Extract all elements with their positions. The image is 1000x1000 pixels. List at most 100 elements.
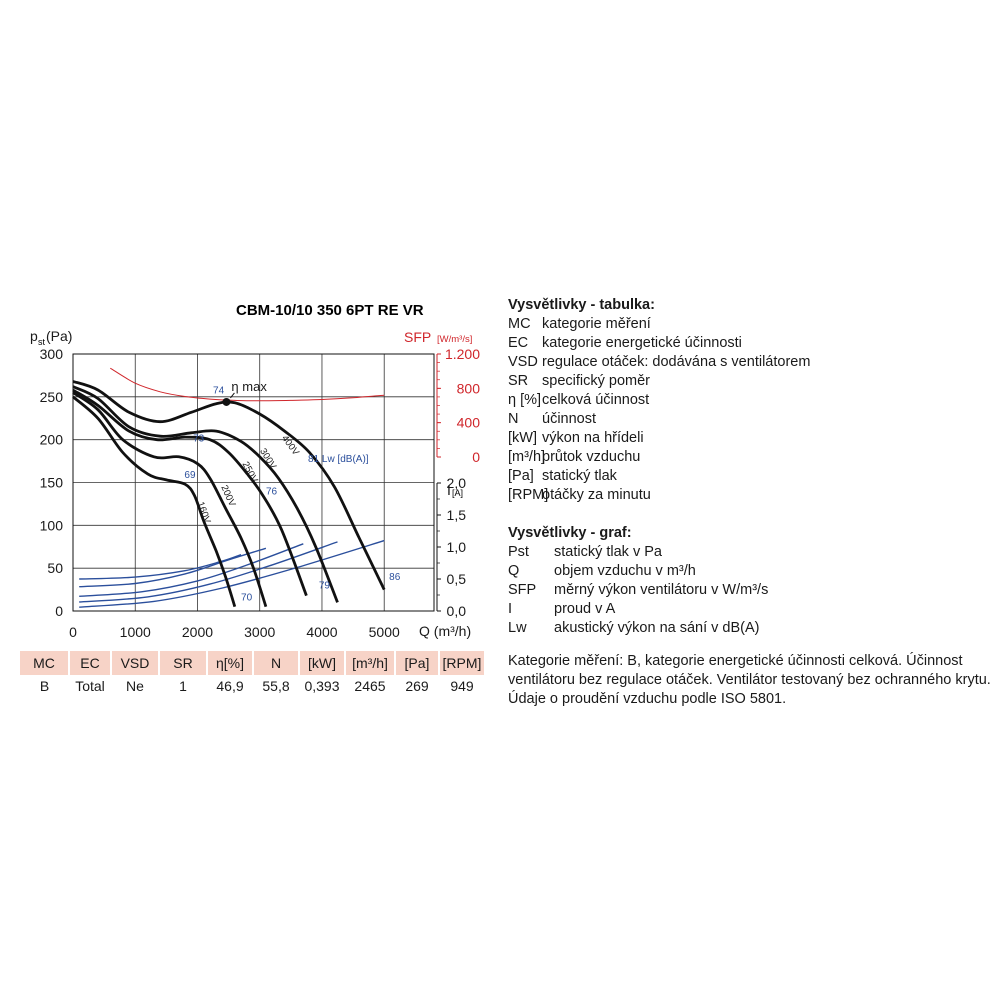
lw-value-label: 73 <box>193 433 205 444</box>
x-tick-label: 0 <box>69 624 77 640</box>
sfp-tick-label: 0 <box>472 449 480 465</box>
lw-value-label: 76 <box>266 486 278 497</box>
graph-legend-heading: Vysvětlivky - graf: <box>508 525 632 541</box>
spec-value: 949 <box>450 678 474 694</box>
legend-item: SR specifický poměr <box>508 372 810 391</box>
sfp-axis-label-text: SFP <box>404 329 431 345</box>
legend-key: N <box>508 411 519 427</box>
legend-key: η [%] <box>508 392 542 408</box>
current-tick-label: 2,0 <box>447 475 467 491</box>
legend-key: [kW] <box>508 430 537 446</box>
spec-header: SR <box>159 651 208 675</box>
y-tick-label: 250 <box>40 389 64 405</box>
legend-key: Pst <box>508 544 529 560</box>
current-curve <box>79 539 385 608</box>
y-axis-label-sub: st <box>38 337 46 347</box>
spec-header: η[%] <box>207 651 254 675</box>
current-tick-label: 0,5 <box>447 571 467 587</box>
legend-text: statický tlak v Pa <box>554 544 662 560</box>
legend-key: MC <box>508 316 531 332</box>
current-tick-label: 1,5 <box>447 507 467 523</box>
legend-item: [RPM] otáčky za minutu <box>508 486 810 505</box>
chart-title: CBM-10/10 350 6PT RE VR <box>236 302 424 319</box>
sfp-tick-label: 400 <box>457 415 481 431</box>
eta-max-leader <box>230 392 235 399</box>
legend-text: výkon na hřídeli <box>542 430 644 446</box>
x-tick-label: 1000 <box>120 624 151 640</box>
legend-text: objem vzduchu v m³/h <box>554 563 696 579</box>
spec-value: 1 <box>179 678 187 694</box>
axis-ticks: 0 1000 2000 3000 4000 50000501001502002503000… <box>40 346 481 640</box>
table-legend: Vysvětlivky - tabulka: MC kategorie měřen… <box>508 296 810 505</box>
sfp-axis-label: SFP [W/m³/s] <box>404 329 472 345</box>
legend-text: měrný výkon ventilátoru v W/m³/s <box>554 582 769 598</box>
spec-header: MC <box>20 651 70 675</box>
lw-value-label: 69 <box>184 470 196 481</box>
pressure-curve <box>72 391 268 608</box>
pressure-curve <box>72 380 386 591</box>
legend-item: Pst statický tlak v Pa <box>508 543 768 562</box>
legend-item: Lw akustický výkon na sání v dB(A) <box>508 619 768 638</box>
fan-performance-chart: CBM-10/10 350 6PT RE VR p st (Pa) SFP [W… <box>30 302 481 640</box>
legend-text: účinnost <box>542 411 597 427</box>
measurement-note: Kategorie měření: B, kategorie energetic… <box>508 653 991 707</box>
graph-legend: Vysvětlivky - graf: Pst statický tlak v P… <box>508 524 768 638</box>
legend-text: regulace otáček: dodávána s ventilátorem <box>542 354 811 370</box>
sfp-tick-label: 1.200 <box>445 346 480 362</box>
legend-key: SR <box>508 373 529 389</box>
spec-value: 269 <box>405 678 429 694</box>
legend-text: kategorie měření <box>542 316 651 332</box>
x-tick-label: 5000 <box>369 624 400 640</box>
lw-value-label: 70 <box>241 593 253 604</box>
y-axis-label-p: p <box>30 328 38 344</box>
pressure-curve <box>72 388 308 597</box>
legend-text: specifický poměr <box>542 373 650 389</box>
legend-item: [kW] výkon na hřídeli <box>508 429 810 448</box>
x-tick-label: 4000 <box>306 624 337 640</box>
current-axis-label-text: I <box>447 482 451 498</box>
lw-value-label: 74 <box>213 385 225 396</box>
current-tick-label: 1,0 <box>447 539 467 555</box>
spec-table: MC EC VSD SR η[%] N [kW] [m³/h] [Pa] [RP… <box>20 651 486 697</box>
legend-item: SFP měrný výkon ventilátoru v W/m³/s <box>508 581 768 600</box>
legend-text: kategorie energetické účinnosti <box>542 335 742 351</box>
x-tick-label: 2000 <box>182 624 213 640</box>
y-axis-label-unit: (Pa) <box>46 328 72 344</box>
plot-frame <box>72 353 435 612</box>
legend-key: [Pa] <box>508 468 534 484</box>
legend-item: η [%] celková účinnost <box>508 391 810 410</box>
spec-value: B <box>39 678 50 694</box>
legend-text: otáčky za minutu <box>542 487 651 503</box>
legend-key: [RPM] <box>508 487 549 503</box>
series <box>72 367 386 608</box>
legend-item: VSD regulace otáček: dodávána s ventiláto… <box>508 353 810 372</box>
spec-header: VSD <box>111 651 160 675</box>
legend-text: akustický výkon na sání v dB(A) <box>554 620 760 636</box>
legend-text: proud v A <box>554 601 616 617</box>
spec-value: 46,9 <box>216 678 244 694</box>
spec-header: [RPM] <box>439 651 486 675</box>
spec-value: 0,393 <box>304 678 340 694</box>
current-curve <box>79 543 304 597</box>
spec-value: 55,8 <box>262 678 290 694</box>
current-curve <box>79 547 267 588</box>
current-axis-label: I [A] <box>447 482 463 498</box>
legend-item: MC kategorie měření <box>508 315 810 334</box>
y-tick-label: 100 <box>40 517 64 533</box>
spec-header: [m³/h] <box>345 651 396 675</box>
lw-value-label: 86 <box>389 572 401 583</box>
lw-header-label: 81 Lw [dB(A)] <box>308 454 369 465</box>
spec-value: Total <box>75 678 105 694</box>
current-axis-label-unit: [A] <box>452 488 463 498</box>
current-curve <box>79 541 338 603</box>
legend-item: [m³/h] průtok vzduchu <box>508 448 810 467</box>
current-tick-label: 0,0 <box>447 603 467 619</box>
legend-item: EC kategorie energetické účinnosti <box>508 334 810 353</box>
spec-header: EC <box>69 651 112 675</box>
pressure-curve <box>72 395 237 608</box>
legend-key: [m³/h] <box>508 449 546 465</box>
y-tick-label: 300 <box>40 346 64 362</box>
